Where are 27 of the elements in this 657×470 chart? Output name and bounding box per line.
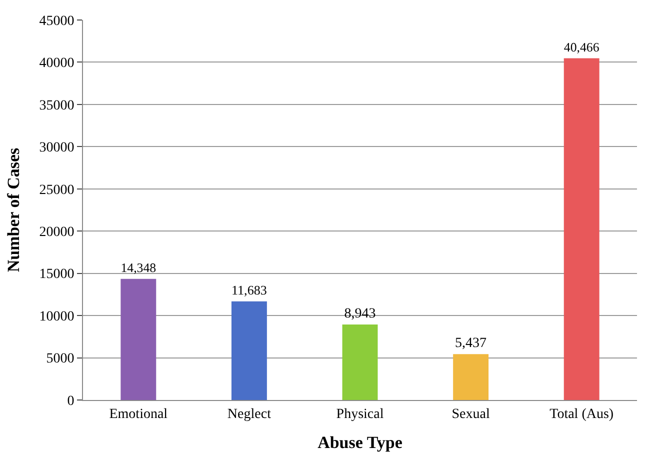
data-label: 11,683 — [231, 282, 268, 298]
y-tick-label: 25000 — [39, 182, 74, 198]
bar — [564, 58, 600, 400]
data-label: 14,348 — [120, 261, 156, 276]
y-tick-label: 40000 — [39, 56, 74, 72]
y-tick-label: 35000 — [39, 98, 74, 114]
data-label: 40,466 — [564, 40, 600, 55]
y-tick-label: 20000 — [39, 225, 74, 240]
x-tick-label: Total (Aus) — [550, 406, 614, 422]
bar — [120, 278, 156, 400]
y-tick-label: 15000 — [39, 267, 74, 282]
x-axis-title: Abuse Type — [318, 433, 403, 452]
x-tick-label: Neglect — [227, 406, 272, 422]
x-tick-label: Physical — [336, 406, 384, 422]
y-tick-label: 5000 — [46, 352, 74, 367]
y-tick-label: 45000 — [39, 14, 74, 29]
x-tick-label: Emotional — [109, 406, 168, 422]
data-label: 5,437 — [455, 336, 487, 352]
y-tick-label: 10000 — [39, 309, 74, 324]
bar — [453, 354, 489, 400]
y-tick-label: 0 — [67, 394, 74, 409]
bar — [231, 301, 267, 400]
y-tick-label: 30000 — [39, 140, 74, 156]
x-tick-label: Sexual — [452, 406, 490, 422]
bar — [342, 324, 378, 400]
data-label: 8,943 — [344, 306, 376, 322]
y-axis-title: Number of Cases — [4, 147, 23, 272]
